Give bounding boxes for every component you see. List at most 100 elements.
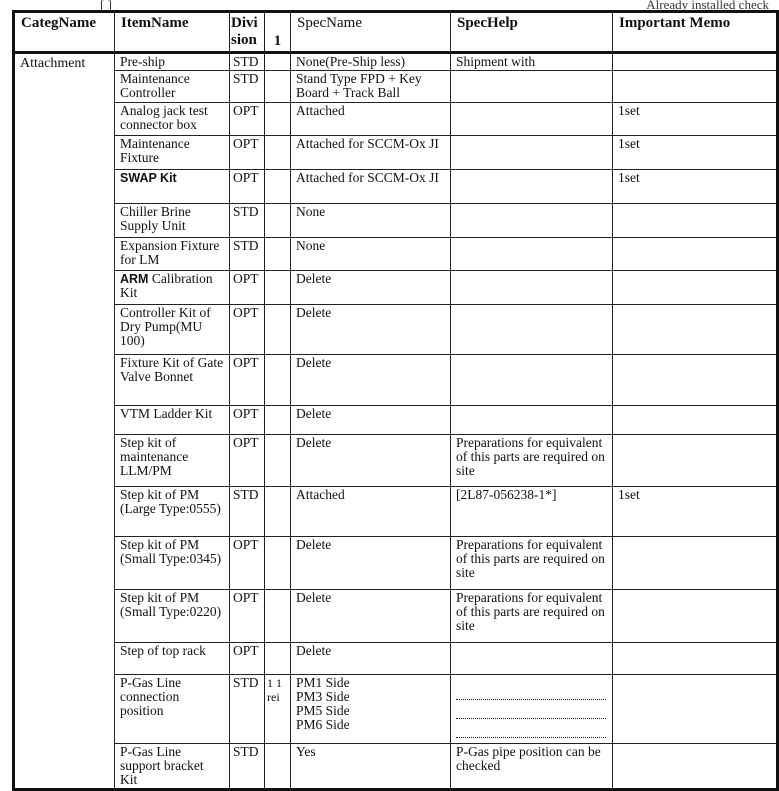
important-memo <box>612 52 778 71</box>
spec-name: Attached for SCCM-Ox JI <box>290 135 451 170</box>
spec-help <box>450 674 613 744</box>
important-memo <box>612 589 778 643</box>
col1 <box>264 536 291 590</box>
col1 <box>264 405 291 435</box>
table-row: Fixture Kit of Gate Valve Bonnet OPT Delet… <box>14 354 778 406</box>
item-name: VTM Ladder Kit <box>114 405 230 435</box>
table-row: Step kit of PM (Large Type:0555) STD Attac… <box>14 486 778 537</box>
table-row: Controller Kit of Dry Pump(MU 100) OPT Del… <box>14 304 778 355</box>
important-memo: 1set <box>612 486 778 537</box>
col1 <box>264 270 291 305</box>
division: STD <box>229 743 265 790</box>
important-memo <box>612 405 778 435</box>
spec-help: Preparations for equivalent of this part… <box>450 434 613 487</box>
spec-help <box>450 642 613 675</box>
important-memo <box>612 237 778 271</box>
col1 <box>264 304 291 355</box>
table-row: Step of top rack OPT Delete <box>14 642 778 675</box>
item-name: Step of top rack <box>114 642 230 675</box>
spec-help <box>450 102 613 136</box>
table-row: Attachment Pre-ship STD None(Pre-Ship less)… <box>13 52 778 790</box>
division: OPT <box>229 642 265 675</box>
item-name: Step kit of PM (Large Type:0555) <box>114 486 230 537</box>
spec-name: PM1 Side PM3 Side PM5 Side PM6 Side <box>290 674 451 744</box>
col-header: 1 <box>264 11 291 54</box>
header-row: CategName ItemName Division 1 SpecName S… <box>13 11 778 54</box>
blank-line <box>456 702 606 719</box>
spec-name: Delete <box>290 405 451 435</box>
spec-name: Delete <box>290 270 451 305</box>
spec-table: CategName ItemName Division 1 SpecName S… <box>12 10 779 791</box>
division: OPT <box>229 354 265 406</box>
spec-name: Delete <box>290 354 451 406</box>
spec-help <box>450 169 613 204</box>
item-name: Maintenance Controller <box>114 70 230 103</box>
spec-help: Shipment with <box>450 52 613 71</box>
col1: 1 1 rei <box>264 674 291 744</box>
spec-name: Attached <box>290 486 451 537</box>
item-name: Expansion Fixture for LM <box>114 237 230 271</box>
col1 <box>264 237 291 271</box>
item-name: Analog jack test connector box <box>114 102 230 136</box>
col1 <box>264 354 291 406</box>
col-header: CategName <box>13 11 115 54</box>
spec-name: None(Pre-Ship less) <box>290 52 451 71</box>
division: OPT <box>229 270 265 305</box>
item-name: Fixture Kit of Gate Valve Bonnet <box>114 354 230 406</box>
item-name: Controller Kit of Dry Pump(MU 100) <box>114 304 230 355</box>
col1 <box>264 434 291 487</box>
col1 <box>264 52 291 71</box>
item-name: Step kit of maintenance LLM/PM <box>114 434 230 487</box>
division: OPT <box>229 536 265 590</box>
important-memo <box>612 354 778 406</box>
table-row: Step kit of PM (Small Type:0220) OPT Delet… <box>14 589 778 643</box>
spec-name: Delete <box>290 642 451 675</box>
division: OPT <box>229 304 265 355</box>
table-row: Chiller Brine Supply Unit STD None <box>14 203 778 238</box>
important-memo <box>612 270 778 305</box>
item-name: Step kit of PM (Small Type:0345) <box>114 536 230 590</box>
table-row: Step kit of maintenance LLM/PM OPT Delete P… <box>14 434 778 487</box>
spec-name: Delete <box>290 434 451 487</box>
col-header: ItemName <box>114 11 230 54</box>
item-name: SWAP Kit <box>114 169 230 204</box>
spec-name: Yes <box>290 743 451 790</box>
division: STD <box>229 237 265 271</box>
spec-name: Attached for SCCM-Ox JI <box>290 169 451 204</box>
category-cell: Attachment <box>13 52 115 790</box>
col-header: Division <box>229 11 265 54</box>
header-left: [ ] <box>100 0 112 12</box>
important-memo <box>612 536 778 590</box>
spec-help <box>450 237 613 271</box>
header-right: Already installed check <box>646 0 769 12</box>
spec-name: Stand Type FPD + Key Board + Track Ball <box>290 70 451 103</box>
col-header: SpecName <box>290 11 451 54</box>
important-memo <box>612 743 778 790</box>
division: OPT <box>229 102 265 136</box>
division: STD <box>229 70 265 103</box>
item-name: P-Gas Line support bracket Kit <box>114 743 230 790</box>
spec-help <box>450 135 613 170</box>
table-row: Step kit of PM (Small Type:0345) OPT Delet… <box>14 536 778 590</box>
table-row: Maintenance Controller STD Stand Type FPD … <box>14 70 778 103</box>
important-memo <box>612 304 778 355</box>
division: OPT <box>229 169 265 204</box>
table-row: ARM Calibration Kit OPT Delete <box>14 270 778 305</box>
item-name: P-Gas Line connection position <box>114 674 230 744</box>
spec-help <box>450 354 613 406</box>
col1 <box>264 203 291 238</box>
blank-line <box>456 721 606 738</box>
spec-name: Delete <box>290 589 451 643</box>
col1 <box>264 169 291 204</box>
item-name: Maintenance Fixture <box>114 135 230 170</box>
table-row: VTM Ladder Kit OPT Delete <box>14 405 778 435</box>
spec-name: Attached <box>290 102 451 136</box>
table-row: Analog jack test connector box OPT Attache… <box>14 102 778 136</box>
item-name: ARM Calibration Kit <box>114 270 230 305</box>
item-name: Pre-ship <box>114 52 230 71</box>
table-row: P-Gas Line support bracket Kit STD Yes P-Ga… <box>14 743 778 790</box>
col1 <box>264 589 291 643</box>
division: STD <box>229 52 265 71</box>
spec-name: None <box>290 237 451 271</box>
important-memo <box>612 434 778 487</box>
